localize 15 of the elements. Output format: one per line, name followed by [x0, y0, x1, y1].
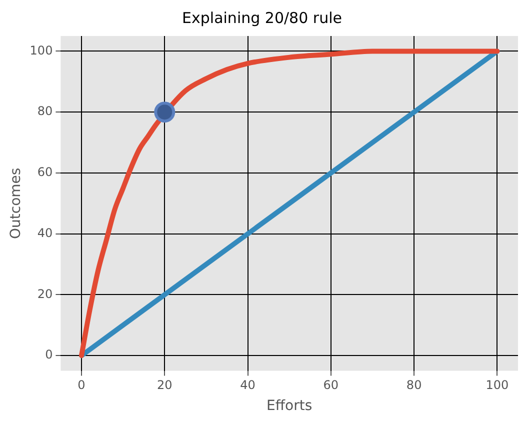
y-tick-label: 100: [30, 43, 53, 58]
x-tick-label: 100: [486, 378, 509, 392]
y-tick-label: 40: [37, 226, 53, 240]
x-tick-label: 20: [156, 378, 172, 392]
y-tick-label: 20: [37, 286, 53, 301]
x-tick-label: 60: [323, 378, 339, 392]
x-axis-title: Efforts: [266, 398, 312, 414]
x-tick-label: 80: [406, 378, 422, 392]
y-tick-label: 80: [37, 104, 53, 118]
y-tick-label: 60: [37, 165, 53, 180]
y-tick-label: 0: [45, 348, 53, 362]
x-tick-label: 0: [78, 378, 86, 392]
chart-title: Explaining 20/80 rule: [182, 8, 342, 27]
x-tick-label: 40: [240, 378, 256, 392]
y-axis-title: Outcomes: [8, 168, 24, 239]
